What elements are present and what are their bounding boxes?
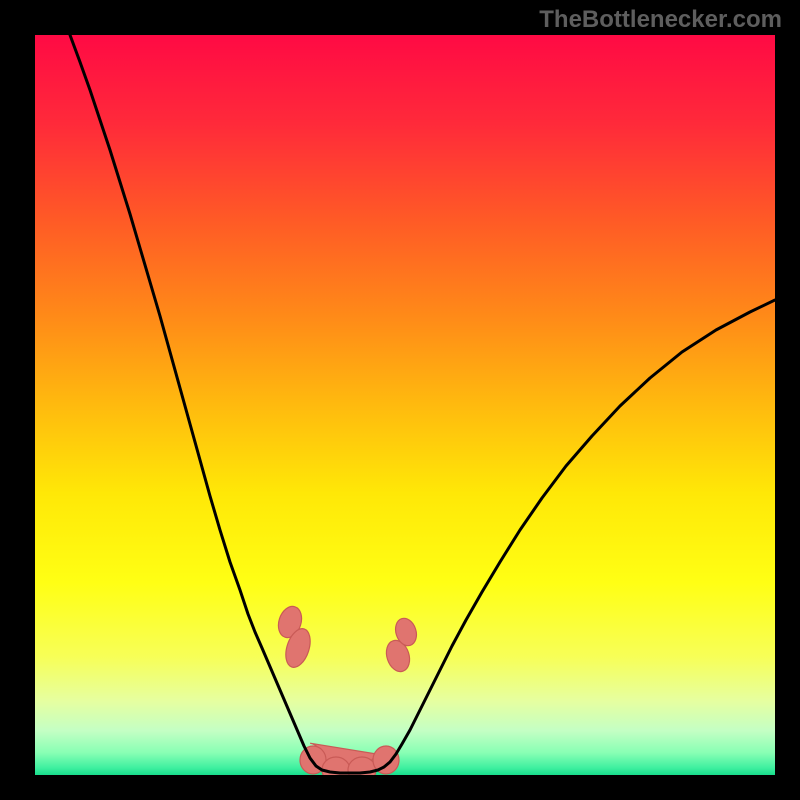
chart-overlay xyxy=(35,35,775,775)
watermark-text: TheBottlenecker.com xyxy=(539,6,782,34)
chart-canvas: TheBottlenecker.com xyxy=(0,0,800,800)
plot-area xyxy=(35,35,775,775)
